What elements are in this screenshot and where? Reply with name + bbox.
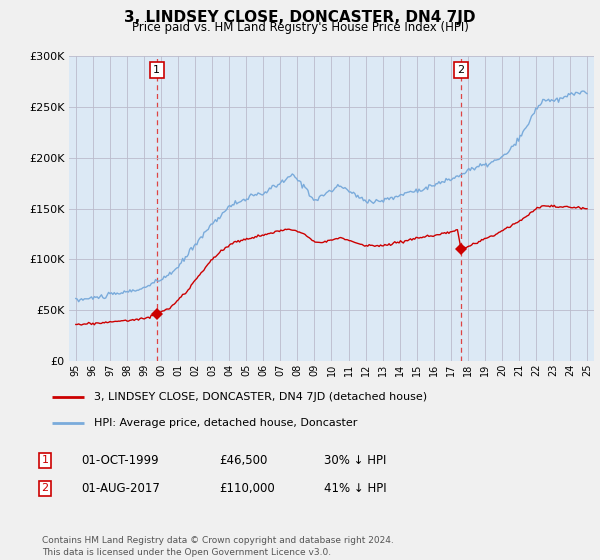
Text: 1: 1 <box>153 65 160 75</box>
Text: £46,500: £46,500 <box>219 454 268 467</box>
Text: Price paid vs. HM Land Registry's House Price Index (HPI): Price paid vs. HM Land Registry's House … <box>131 21 469 34</box>
Text: 01-OCT-1999: 01-OCT-1999 <box>81 454 158 467</box>
Text: Contains HM Land Registry data © Crown copyright and database right 2024.
This d: Contains HM Land Registry data © Crown c… <box>42 536 394 557</box>
Text: 41% ↓ HPI: 41% ↓ HPI <box>324 482 386 495</box>
Text: 01-AUG-2017: 01-AUG-2017 <box>81 482 160 495</box>
Text: 2: 2 <box>41 483 49 493</box>
Text: 1: 1 <box>41 455 49 465</box>
Text: 3, LINDSEY CLOSE, DONCASTER, DN4 7JD (detached house): 3, LINDSEY CLOSE, DONCASTER, DN4 7JD (de… <box>94 392 427 402</box>
Text: 30% ↓ HPI: 30% ↓ HPI <box>324 454 386 467</box>
Text: HPI: Average price, detached house, Doncaster: HPI: Average price, detached house, Donc… <box>94 418 358 428</box>
Text: 2: 2 <box>457 65 464 75</box>
Text: 3, LINDSEY CLOSE, DONCASTER, DN4 7JD: 3, LINDSEY CLOSE, DONCASTER, DN4 7JD <box>124 10 476 25</box>
Text: £110,000: £110,000 <box>219 482 275 495</box>
